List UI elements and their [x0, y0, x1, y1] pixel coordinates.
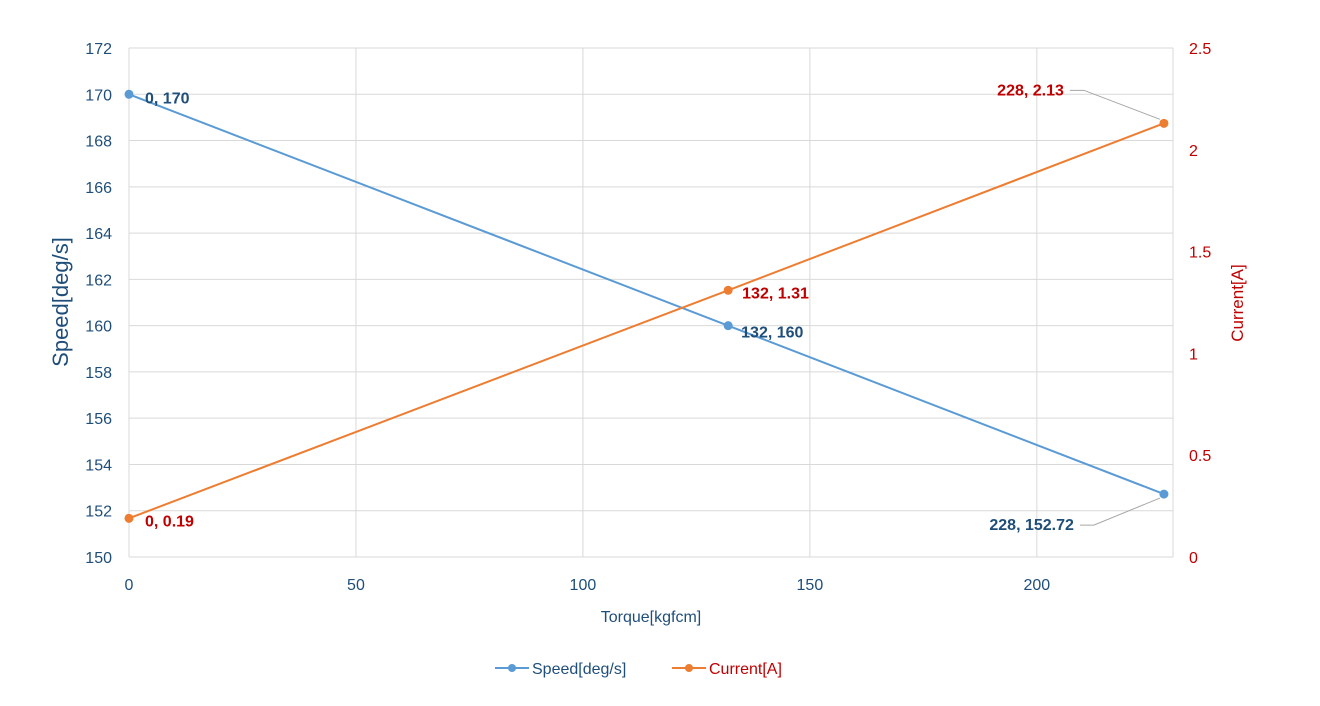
- data-point-current: [723, 285, 733, 295]
- data-label-leader-line: [1069, 89, 1161, 120]
- y-left-axis-title: Speed[deg/s]: [48, 237, 73, 367]
- y-left-tick-label: 172: [85, 41, 112, 58]
- data-point-speed: [723, 321, 733, 331]
- x-tick-label: 50: [347, 577, 365, 594]
- data-point-speed: [1159, 489, 1169, 499]
- data-label: 132, 160: [741, 325, 803, 342]
- legend-entry-label: Speed[deg/s]: [532, 661, 626, 678]
- y-left-tick-label: 162: [85, 272, 112, 289]
- data-label: 228, 152.72: [989, 517, 1074, 534]
- x-axis-title: Torque[kgfcm]: [601, 609, 701, 626]
- data-label-leader-line: [1079, 497, 1161, 526]
- y-right-tick-label: 2.5: [1189, 41, 1211, 58]
- y-left-tick-label: 152: [85, 504, 112, 521]
- x-tick-label: 150: [797, 577, 824, 594]
- y-right-tick-label: 0.5: [1189, 448, 1211, 465]
- y-right-tick-label: 1.5: [1189, 245, 1211, 262]
- data-point-current: [124, 513, 134, 523]
- series-line-speed: [128, 93, 1165, 496]
- x-tick-label: 100: [570, 577, 597, 594]
- y-left-tick-label: 158: [85, 365, 112, 382]
- x-tick-label: 0: [125, 577, 134, 594]
- data-label: 0, 0.19: [145, 513, 194, 530]
- y-left-tick-label: 160: [85, 319, 112, 336]
- data-label: 228, 2.13: [997, 82, 1064, 99]
- legend-marker: [508, 664, 516, 672]
- data-point-current: [1159, 118, 1169, 128]
- data-point-speed: [124, 89, 134, 99]
- data-label: 132, 1.31: [742, 285, 809, 302]
- y-left-tick-label: 156: [85, 411, 112, 428]
- y-left-tick-label: 154: [85, 457, 112, 474]
- y-right-tick-label: 2: [1189, 143, 1198, 160]
- y-left-tick-label: 166: [85, 180, 112, 197]
- y-left-tick-label: 150: [85, 550, 112, 567]
- series-line-current: [128, 122, 1165, 520]
- legend-marker: [685, 664, 693, 672]
- data-label: 0, 170: [145, 90, 190, 107]
- y-right-axis-title: Current[A]: [1228, 264, 1247, 341]
- y-right-tick-label: 1: [1189, 346, 1198, 363]
- x-tick-label: 200: [1023, 577, 1050, 594]
- y-left-tick-label: 164: [85, 226, 112, 243]
- y-left-tick-label: 168: [85, 134, 112, 151]
- legend-entry-label: Current[A]: [709, 661, 782, 678]
- y-left-tick-label: 170: [85, 87, 112, 104]
- y-right-tick-label: 0: [1189, 550, 1198, 567]
